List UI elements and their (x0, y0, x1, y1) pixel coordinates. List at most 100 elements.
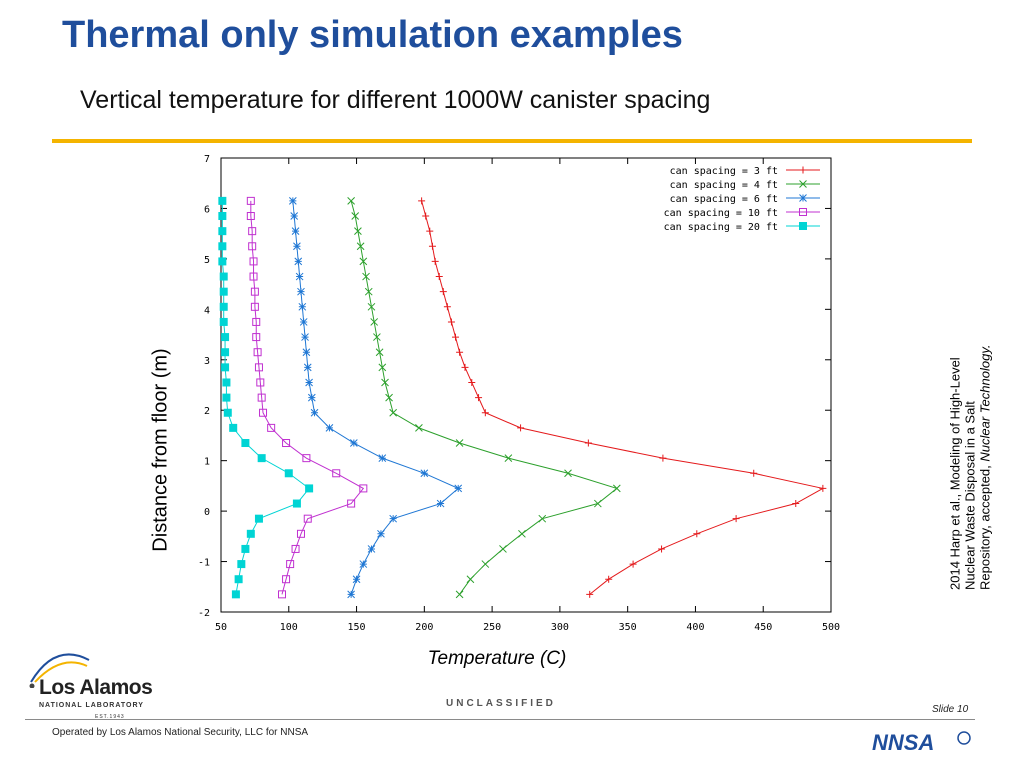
x-tick-label: 500 (822, 622, 840, 633)
series-line-4 (250, 200, 365, 595)
series-5-point (229, 423, 238, 432)
y-tick-label: -2 (198, 608, 210, 619)
series-4-point (250, 287, 259, 296)
y-tick-label: 5 (204, 255, 210, 266)
series-2-point (455, 590, 464, 599)
series-5-point (241, 439, 250, 448)
series-4-point (252, 333, 261, 342)
y-tick-label: 7 (204, 154, 210, 165)
series-1-point (792, 500, 800, 508)
series-4-point (267, 423, 276, 432)
series-5-point (221, 363, 230, 372)
series-3-point (377, 529, 385, 538)
series-5-point (218, 242, 227, 251)
series-4-point (282, 439, 291, 448)
y-tick-label: 2 (204, 406, 210, 417)
series-4-point (248, 242, 257, 251)
series-2-point (367, 302, 376, 311)
series-1-point (475, 394, 483, 402)
series-3-point (378, 454, 387, 462)
series-1-point (750, 469, 758, 477)
citation-line-2: Nuclear Waste Disposal in a Salt (962, 401, 978, 590)
series-4-point (291, 544, 300, 553)
series-2-point (375, 348, 384, 357)
series-4-point (246, 196, 255, 205)
series-1-point (447, 318, 455, 326)
los-alamos-logo: Los Alamos NATIONAL LABORATORY EST.1943 (25, 648, 195, 720)
series-3-point (420, 469, 429, 478)
series-5-point (284, 469, 293, 478)
x-tick-label: 350 (619, 622, 637, 633)
y-axis-label: Distance from floor (m) (149, 348, 172, 552)
x-tick-label: 450 (754, 622, 772, 633)
series-4-point (253, 348, 262, 357)
series-2-point (373, 333, 381, 341)
series-4-point (332, 469, 341, 478)
series-1-point (456, 348, 464, 356)
series-1-point (481, 409, 489, 417)
series-3-point (349, 439, 358, 447)
series-5-point (221, 333, 230, 342)
series-4-point (259, 408, 268, 417)
series-2-point (455, 439, 464, 447)
series-3-point (305, 378, 313, 387)
footer-divider (25, 719, 975, 720)
y-tick-label: 6 (204, 204, 210, 215)
series-4-point (254, 363, 263, 372)
series-3-point (302, 348, 311, 357)
series-4-point (286, 560, 295, 569)
x-tick-label: 100 (280, 622, 298, 633)
series-4-point (252, 317, 261, 326)
x-axis-label: Temperature (C) (427, 648, 567, 669)
legend-label: can spacing = 10 ft (664, 208, 778, 219)
y-tick-label: 4 (204, 305, 210, 316)
series-2-point (351, 212, 360, 220)
legend-marker (799, 208, 807, 216)
series-1-point (517, 424, 525, 432)
series-1-point (452, 333, 460, 341)
series-3-point (389, 514, 398, 523)
x-tick-label: 400 (686, 622, 704, 633)
operated-by-text: Operated by Los Alamos National Security… (52, 727, 309, 738)
series-5-point (218, 196, 227, 205)
series-3-point (359, 560, 368, 568)
series-1-point (431, 257, 439, 265)
series-3-point (297, 287, 305, 296)
series-2-point (466, 575, 475, 584)
series-1-point (584, 439, 592, 447)
series-1-point (629, 560, 637, 568)
series-3-point (288, 197, 297, 205)
y-tick-label: 3 (204, 356, 210, 367)
series-5-point (231, 590, 240, 599)
series-line-2 (350, 200, 618, 595)
citation: 2014 Harp et al., Modeling of High-Level… (948, 250, 993, 590)
series-3-point (436, 499, 445, 508)
series-2-point (356, 242, 365, 251)
series-4-point (256, 378, 265, 387)
series-3-point (303, 363, 312, 372)
series-4-point (359, 484, 368, 493)
series-4-point (302, 454, 311, 463)
series-1-point (586, 590, 594, 598)
legend-marker (799, 222, 807, 230)
series-2-point (415, 424, 423, 432)
nnsa-logo: NNSA (872, 730, 971, 754)
x-tick-label: 200 (415, 622, 433, 633)
series-3-point (307, 393, 316, 402)
series-1-point (443, 303, 451, 311)
series-2-point (381, 378, 389, 387)
y-tick-label: -1 (198, 558, 210, 569)
series-4-point (249, 257, 258, 266)
series-1-point (439, 288, 447, 296)
x-tick-label: 150 (348, 622, 366, 633)
series-4-point (296, 529, 305, 538)
series-1-point (418, 197, 426, 205)
series-1-point (732, 515, 740, 523)
series-5-point (292, 499, 301, 508)
series-3-point (301, 333, 309, 341)
series-3-point (298, 302, 307, 311)
series-4-point (303, 514, 312, 523)
series-2-point (481, 560, 490, 568)
series-2-point (362, 272, 370, 281)
